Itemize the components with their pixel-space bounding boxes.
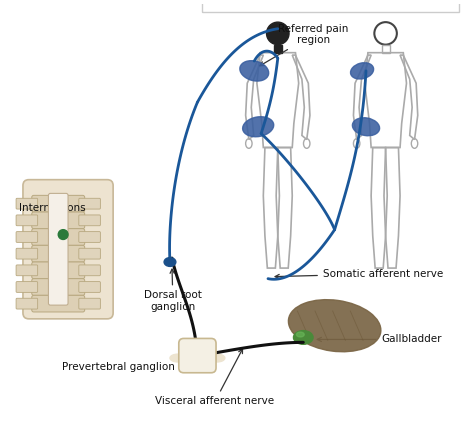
FancyBboxPatch shape	[79, 282, 100, 292]
FancyBboxPatch shape	[32, 229, 85, 245]
FancyBboxPatch shape	[48, 193, 68, 305]
Circle shape	[58, 230, 68, 239]
Ellipse shape	[170, 354, 186, 362]
FancyBboxPatch shape	[179, 338, 216, 373]
Ellipse shape	[296, 332, 304, 337]
Text: Somatic afferent nerve: Somatic afferent nerve	[275, 269, 443, 279]
Text: Interneurons: Interneurons	[19, 203, 86, 231]
FancyBboxPatch shape	[79, 298, 100, 309]
FancyBboxPatch shape	[16, 248, 37, 259]
FancyBboxPatch shape	[79, 198, 100, 209]
FancyBboxPatch shape	[16, 265, 37, 276]
Bar	[202, 0, 459, 12]
Ellipse shape	[351, 63, 374, 79]
FancyBboxPatch shape	[23, 180, 113, 319]
Ellipse shape	[209, 354, 225, 362]
Ellipse shape	[293, 331, 313, 344]
FancyBboxPatch shape	[16, 232, 37, 242]
FancyBboxPatch shape	[79, 232, 100, 242]
Text: Gallbladder: Gallbladder	[317, 334, 442, 344]
FancyBboxPatch shape	[79, 248, 100, 259]
FancyBboxPatch shape	[79, 215, 100, 226]
Ellipse shape	[243, 117, 273, 137]
Text: Referred pain
region: Referred pain region	[260, 24, 348, 66]
FancyBboxPatch shape	[32, 262, 85, 279]
FancyBboxPatch shape	[16, 282, 37, 292]
Ellipse shape	[164, 258, 176, 266]
FancyBboxPatch shape	[32, 212, 85, 229]
FancyBboxPatch shape	[16, 198, 37, 209]
FancyBboxPatch shape	[32, 245, 85, 262]
FancyBboxPatch shape	[32, 279, 85, 295]
Circle shape	[266, 22, 289, 45]
Ellipse shape	[352, 118, 380, 136]
Ellipse shape	[240, 61, 269, 81]
FancyBboxPatch shape	[32, 295, 85, 312]
FancyBboxPatch shape	[79, 265, 100, 276]
Polygon shape	[274, 45, 282, 53]
FancyBboxPatch shape	[32, 196, 85, 212]
Ellipse shape	[288, 300, 381, 352]
FancyBboxPatch shape	[16, 215, 37, 226]
Text: Visceral afferent nerve: Visceral afferent nerve	[155, 349, 274, 406]
Text: Dorsal root
ganglion: Dorsal root ganglion	[144, 269, 202, 312]
Text: Prevertebral ganglion: Prevertebral ganglion	[62, 359, 183, 372]
FancyBboxPatch shape	[16, 298, 37, 309]
